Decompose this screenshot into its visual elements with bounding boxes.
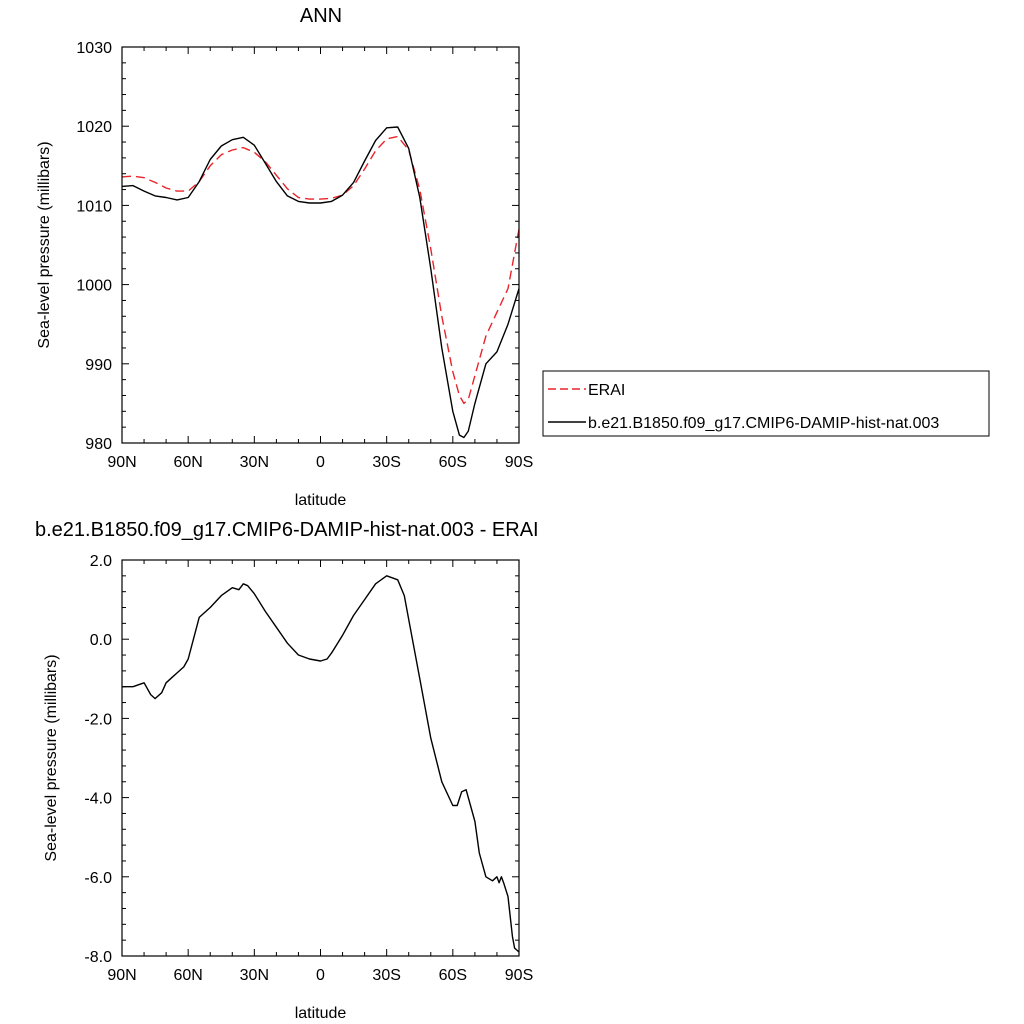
legend: ERAI b.e21.B1850.f09_g17.CMIP6-DAMIP-hist… xyxy=(542,370,990,437)
y-tick-label: 0.0 xyxy=(90,632,112,649)
y-tick-label: -4.0 xyxy=(84,791,112,808)
x-tick-label: 0 xyxy=(316,967,325,984)
series-line-0 xyxy=(122,575,519,953)
series-line-1 xyxy=(122,126,519,439)
x-tick-label: 30S xyxy=(372,454,400,471)
x-tick-label: 60N xyxy=(173,454,202,471)
y-axis-label: Sea-level pressure (millibars) xyxy=(43,654,60,861)
y-tick-label: -8.0 xyxy=(84,949,112,966)
y-tick-label: 1030 xyxy=(76,40,112,57)
x-tick-label: 90N xyxy=(107,967,136,984)
x-tick-label: 60S xyxy=(439,454,467,471)
x-tick-label: 30N xyxy=(240,967,269,984)
chart-title: b.e21.B1850.f09_g17.CMIP6-DAMIP-hist-nat… xyxy=(35,519,539,541)
bottom-panel: b.e21.B1850.f09_g17.CMIP6-DAMIP-hist-nat… xyxy=(35,519,539,1022)
x-tick-label: 60N xyxy=(173,967,202,984)
chart-title: ANN xyxy=(300,5,342,27)
y-tick-label: -2.0 xyxy=(84,711,112,728)
x-axis-label: latitude xyxy=(295,492,347,509)
y-tick-label: 1020 xyxy=(76,119,112,136)
y-axis-label: Sea-level pressure (millibars) xyxy=(36,141,53,348)
y-tick-label: 980 xyxy=(85,436,112,453)
legend-box xyxy=(542,370,990,437)
x-tick-label: 60S xyxy=(439,967,467,984)
plot-frame xyxy=(121,559,520,957)
x-tick-label: 90S xyxy=(505,454,533,471)
y-tick-label: 990 xyxy=(85,357,112,374)
legend-label-0: ERAI xyxy=(588,382,625,399)
y-tick-label: -6.0 xyxy=(84,870,112,887)
series-group xyxy=(122,126,519,439)
x-axis-label: latitude xyxy=(295,1005,347,1022)
x-tick-label: 30N xyxy=(240,454,269,471)
x-tick-label: 90N xyxy=(107,454,136,471)
y-tick-label: 1000 xyxy=(76,278,112,295)
plot-frame xyxy=(121,46,520,444)
x-tick-label: 0 xyxy=(316,454,325,471)
legend-label-1: b.e21.B1850.f09_g17.CMIP6-DAMIP-hist-nat… xyxy=(588,415,939,432)
y-tick-label: 1010 xyxy=(76,198,112,215)
x-tick-label: 30S xyxy=(372,967,400,984)
x-tick-label: 90S xyxy=(505,967,533,984)
series-group xyxy=(122,575,519,953)
top-panel: ANN 90N 60N 30N 0 30S 60S 90S 980 990 1000 1010 1020… xyxy=(36,5,990,509)
series-line-0 xyxy=(122,135,519,405)
y-tick-label: 2.0 xyxy=(90,553,112,570)
